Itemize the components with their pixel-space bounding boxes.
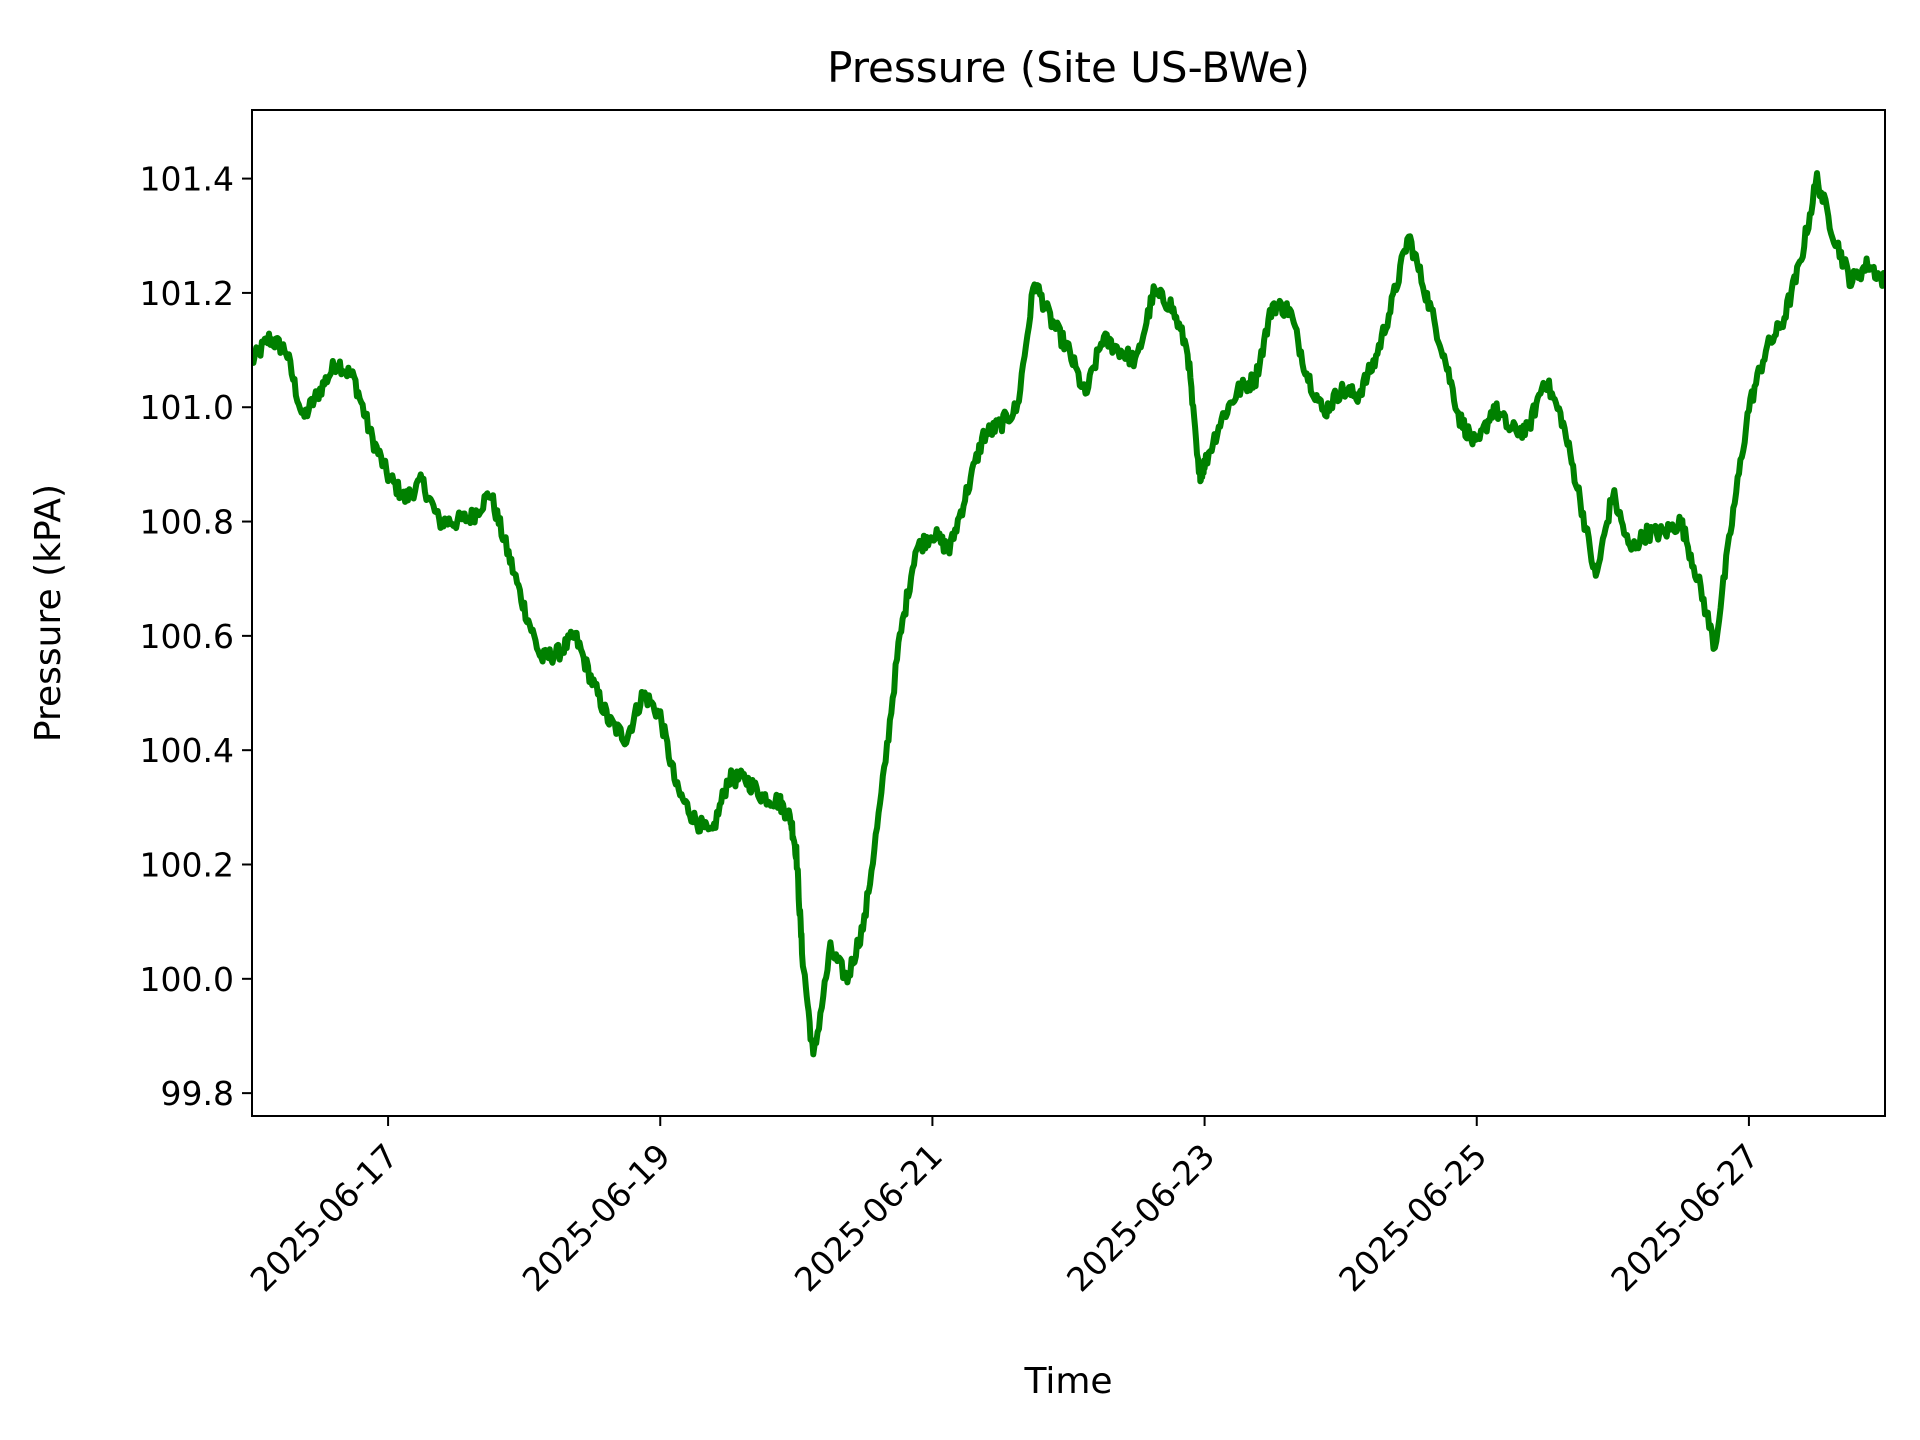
x-axis: 2025-06-17 2025-06-19 2025-06-21 2025-06-23… bbox=[243, 1116, 1767, 1299]
x-tick-label: 2025-06-25 bbox=[1331, 1136, 1494, 1299]
y-axis-label: Pressure (kPA) bbox=[28, 484, 69, 742]
y-tick-label: 100.2 bbox=[140, 846, 234, 885]
axes-frame bbox=[251, 109, 1886, 1117]
y-tick-label: 99.8 bbox=[161, 1074, 234, 1113]
plot-area bbox=[252, 170, 1885, 1058]
x-tick-label: 2025-06-19 bbox=[515, 1136, 678, 1299]
x-tick-label: 2025-06-21 bbox=[787, 1136, 950, 1299]
y-tick-label: 101.2 bbox=[140, 274, 234, 313]
y-tick-label: 100.6 bbox=[140, 617, 234, 656]
y-tick-label: 100.8 bbox=[140, 503, 234, 542]
y-tick-label: 100.0 bbox=[140, 960, 234, 999]
chart-title: Pressure (Site US-BWe) bbox=[827, 43, 1310, 92]
x-tick-label: 2025-06-23 bbox=[1059, 1136, 1222, 1299]
y-tick-label: 101.0 bbox=[140, 388, 234, 427]
y-tick-label: 100.4 bbox=[140, 731, 234, 770]
x-tick-label: 2025-06-27 bbox=[1603, 1136, 1766, 1299]
y-axis: 99.8 100.0 100.2 100.4 100.6 100.8 101.0 101.2 1… bbox=[140, 160, 252, 1113]
y-tick-label: 101.4 bbox=[140, 160, 234, 199]
x-axis-label: Time bbox=[1023, 1361, 1112, 1402]
pressure-series-line bbox=[252, 170, 1885, 1058]
x-tick-label: 2025-06-17 bbox=[243, 1136, 406, 1299]
